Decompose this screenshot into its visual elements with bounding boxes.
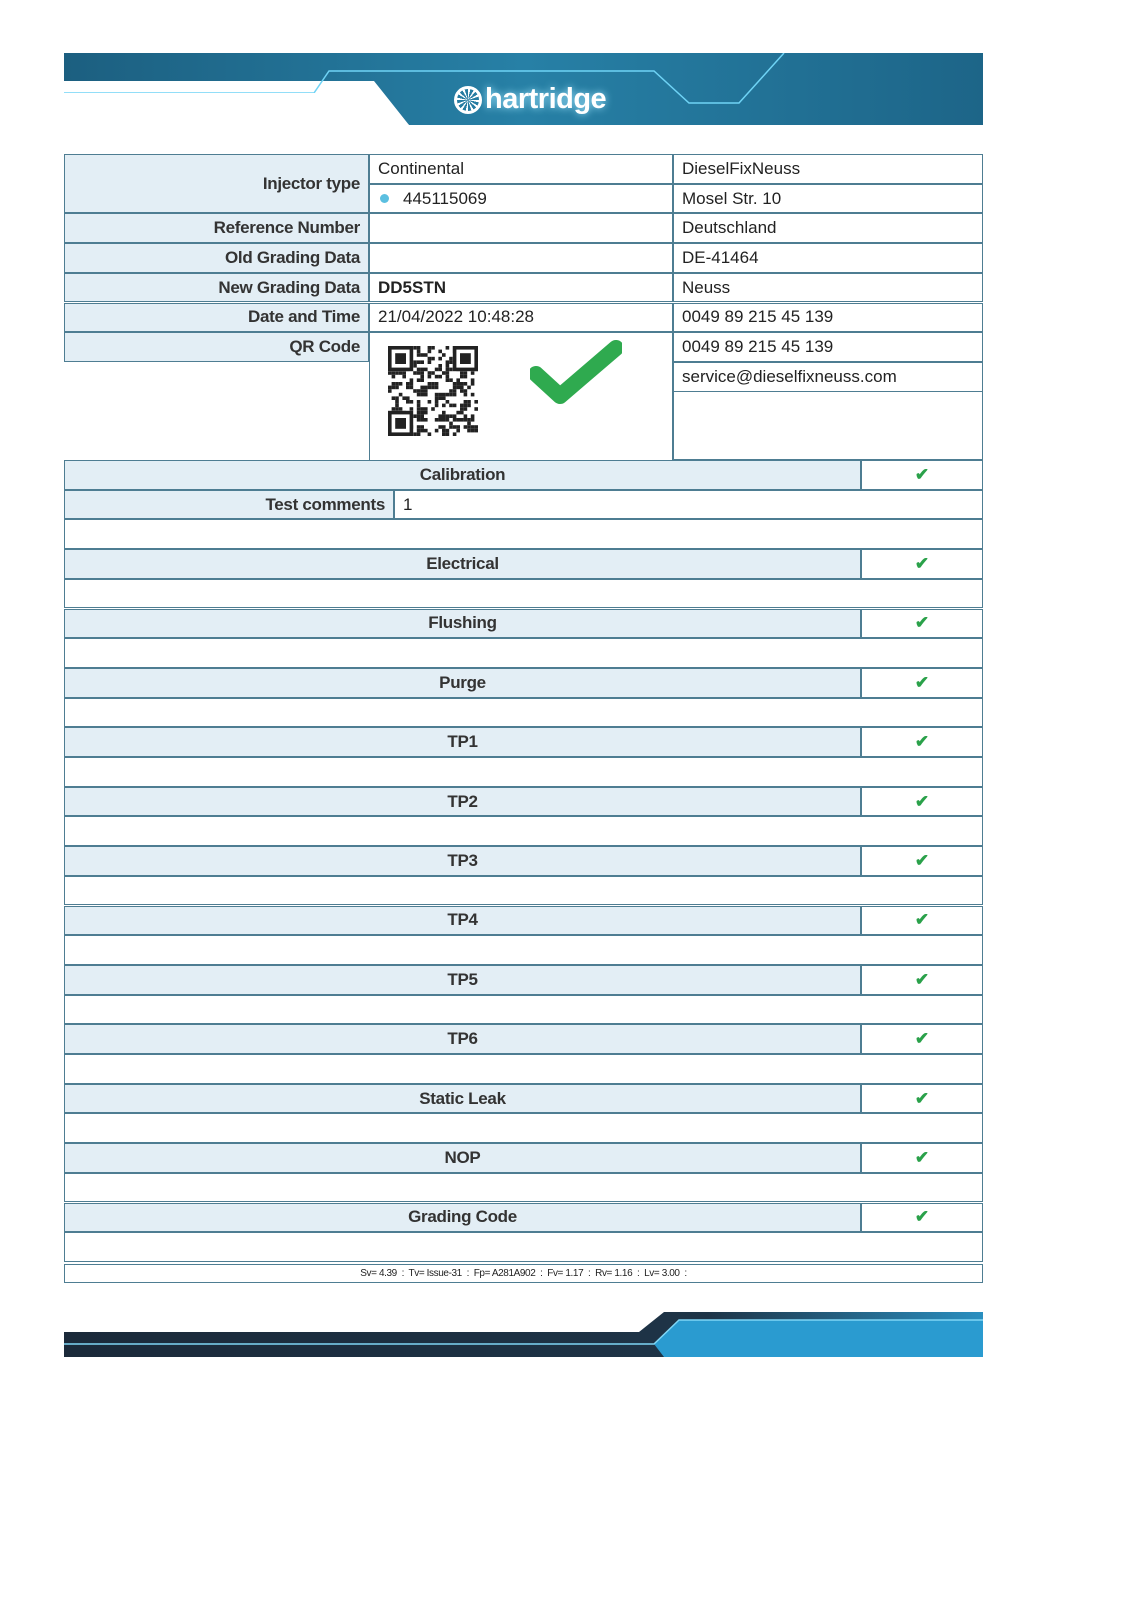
section-header: Electrical [64, 549, 861, 579]
date-time-label: Date and Time [64, 302, 369, 333]
part-number-text: 445115069 [403, 188, 487, 208]
check-icon: ✔ [861, 549, 983, 579]
blank-row [64, 578, 983, 609]
header-banner: hartridge [64, 53, 983, 125]
version-info: Sv= 4.39 : Tv= Issue-31 : Fp= A281A902 :… [64, 1263, 983, 1283]
check-icon: ✔ [861, 1143, 983, 1173]
section-header: TP1 [64, 727, 861, 757]
test-comments-value: 1 [394, 489, 983, 520]
section-header: TP3 [64, 846, 861, 876]
pass-check-icon [528, 340, 624, 411]
check-icon: ✔ [861, 667, 983, 698]
company-line: DE-41464 [673, 243, 983, 273]
section-header: TP6 [64, 1024, 861, 1054]
check-icon: ✔ [861, 964, 983, 995]
company-line: 0049 89 215 45 139 [673, 332, 983, 362]
qr-code-label: QR Code [64, 332, 369, 362]
check-icon: ✔ [861, 905, 983, 936]
blank-row [64, 1172, 983, 1203]
section-header: TP4 [64, 905, 861, 936]
blank-row [64, 697, 983, 728]
reference-number-label: Reference Number [64, 213, 369, 244]
injector-type-label: Injector type [64, 154, 369, 214]
part-number-value: 445115069 [369, 183, 673, 214]
reference-number-value [369, 213, 673, 244]
version-text: Sv= 4.39 : Tv= Issue-31 : Fp= A281A902 :… [360, 1267, 687, 1279]
blank-row [64, 816, 983, 847]
company-empty-cell [673, 391, 983, 460]
blank-row [64, 875, 983, 906]
date-time-value: 21/04/2022 10:48:28 [369, 302, 673, 333]
footer-banner [64, 1312, 983, 1357]
check-icon: ✔ [861, 460, 983, 490]
company-line: Mosel Str. 10 [673, 183, 983, 214]
section-header: Grading Code [64, 1202, 861, 1233]
section-header: TP5 [64, 964, 861, 995]
section-header: Flushing [64, 608, 861, 639]
company-line: Deutschland [673, 213, 983, 244]
section-header: NOP [64, 1143, 861, 1173]
company-line: DieselFixNeuss [673, 154, 983, 184]
new-grading-value: DD5STN [369, 272, 673, 303]
company-line: service@dieselfixneuss.com [673, 361, 983, 392]
wheel-icon [454, 85, 482, 114]
hartridge-logo: hartridge [454, 83, 607, 116]
check-icon: ✔ [861, 1083, 983, 1114]
globe-icon [380, 194, 389, 204]
blank-row [64, 994, 983, 1025]
company-line: Neuss [673, 272, 983, 303]
blank-row [64, 757, 983, 787]
old-grading-value [369, 243, 673, 273]
qr-code-image [388, 346, 478, 441]
check-icon: ✔ [861, 727, 983, 757]
new-grading-label: New Grading Data [64, 272, 369, 303]
test-comments-label: Test comments [64, 489, 394, 520]
check-icon: ✔ [861, 846, 983, 876]
check-icon: ✔ [861, 1202, 983, 1233]
blank-row [64, 1113, 983, 1144]
blank-row [64, 1232, 983, 1262]
section-header: Static Leak [64, 1083, 861, 1114]
blank-row [64, 519, 983, 550]
company-line: 0049 89 215 45 139 [673, 302, 983, 333]
section-header: TP2 [64, 786, 861, 817]
blank-row [64, 1054, 983, 1084]
blank-row [64, 638, 983, 668]
check-icon: ✔ [861, 1024, 983, 1054]
calibration-header: Calibration [64, 460, 861, 490]
old-grading-label: Old Grading Data [64, 243, 369, 273]
section-header: Purge [64, 667, 861, 698]
blank-row [64, 935, 983, 965]
check-icon: ✔ [861, 786, 983, 817]
manufacturer-value: Continental [369, 154, 673, 184]
check-icon: ✔ [861, 608, 983, 639]
